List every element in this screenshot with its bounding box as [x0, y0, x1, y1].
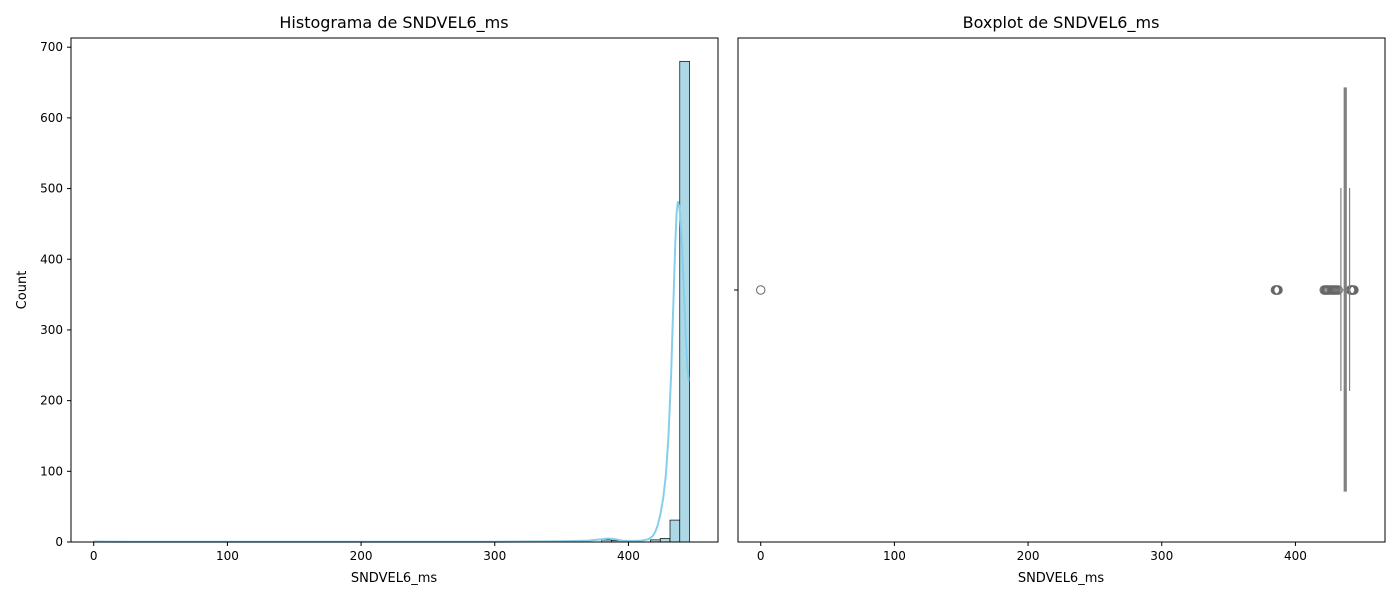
histogram-title: Histograma de SNDVEL6_ms — [279, 13, 508, 33]
histogram-y-tick-label: 300 — [40, 323, 63, 337]
histogram-y-tick-label: 400 — [40, 252, 63, 266]
histogram-y-ticks: 0 100 200 300 400 500 600 700 — [40, 40, 71, 549]
boxplot-x-label: SNDVEL6_ms — [1018, 571, 1105, 586]
boxplot-x-tick-label: 200 — [1017, 549, 1040, 563]
histogram-bar-4 — [659, 538, 671, 543]
histogram-y-tick-label: 0 — [55, 535, 63, 549]
boxplot-x-tick-label: 300 — [1150, 549, 1173, 563]
histogram-y-tick-label: 100 — [40, 464, 63, 478]
histogram-x-tick-label: 300 — [483, 549, 506, 563]
histogram-y-label: Count — [15, 271, 30, 310]
histogram-y-tick-label: 600 — [40, 111, 63, 125]
histogram-x-tick-label: 0 — [90, 549, 98, 563]
boxplot-x-tick-label: 0 — [757, 549, 765, 563]
histogram-x-tick-label: 400 — [617, 549, 640, 563]
boxplot-outlier — [756, 285, 766, 295]
histogram-axes-frame — [70, 37, 719, 543]
histogram-x-tick-label: 200 — [350, 549, 373, 563]
boxplot-x-ticks: 0 100 200 300 400 — [757, 542, 1307, 563]
histogram-panel: Histograma de SNDVEL6_ms 0 100 200 300 400 0… — [15, 13, 719, 586]
boxplot-panel: Boxplot de SNDVEL6_ms 0 100 200 300 400 SNDV… — [734, 13, 1386, 586]
histogram-y-tick-label: 500 — [40, 182, 63, 196]
boxplot-box — [1340, 87, 1351, 492]
histogram-x-label: SNDVEL6_ms — [351, 571, 438, 586]
histogram-bar-5 — [669, 519, 681, 543]
histogram-x-tick-label: 100 — [216, 549, 239, 563]
histogram-y-tick-label: 700 — [40, 40, 63, 54]
boxplot-outlier — [1273, 285, 1283, 295]
histogram-x-ticks: 0 100 200 300 400 — [90, 542, 640, 563]
boxplot-title: Boxplot de SNDVEL6_ms — [963, 13, 1160, 33]
histogram-y-tick-label: 200 — [40, 394, 63, 408]
boxplot-x-tick-label: 400 — [1284, 549, 1307, 563]
boxplot-x-tick-label: 100 — [883, 549, 906, 563]
